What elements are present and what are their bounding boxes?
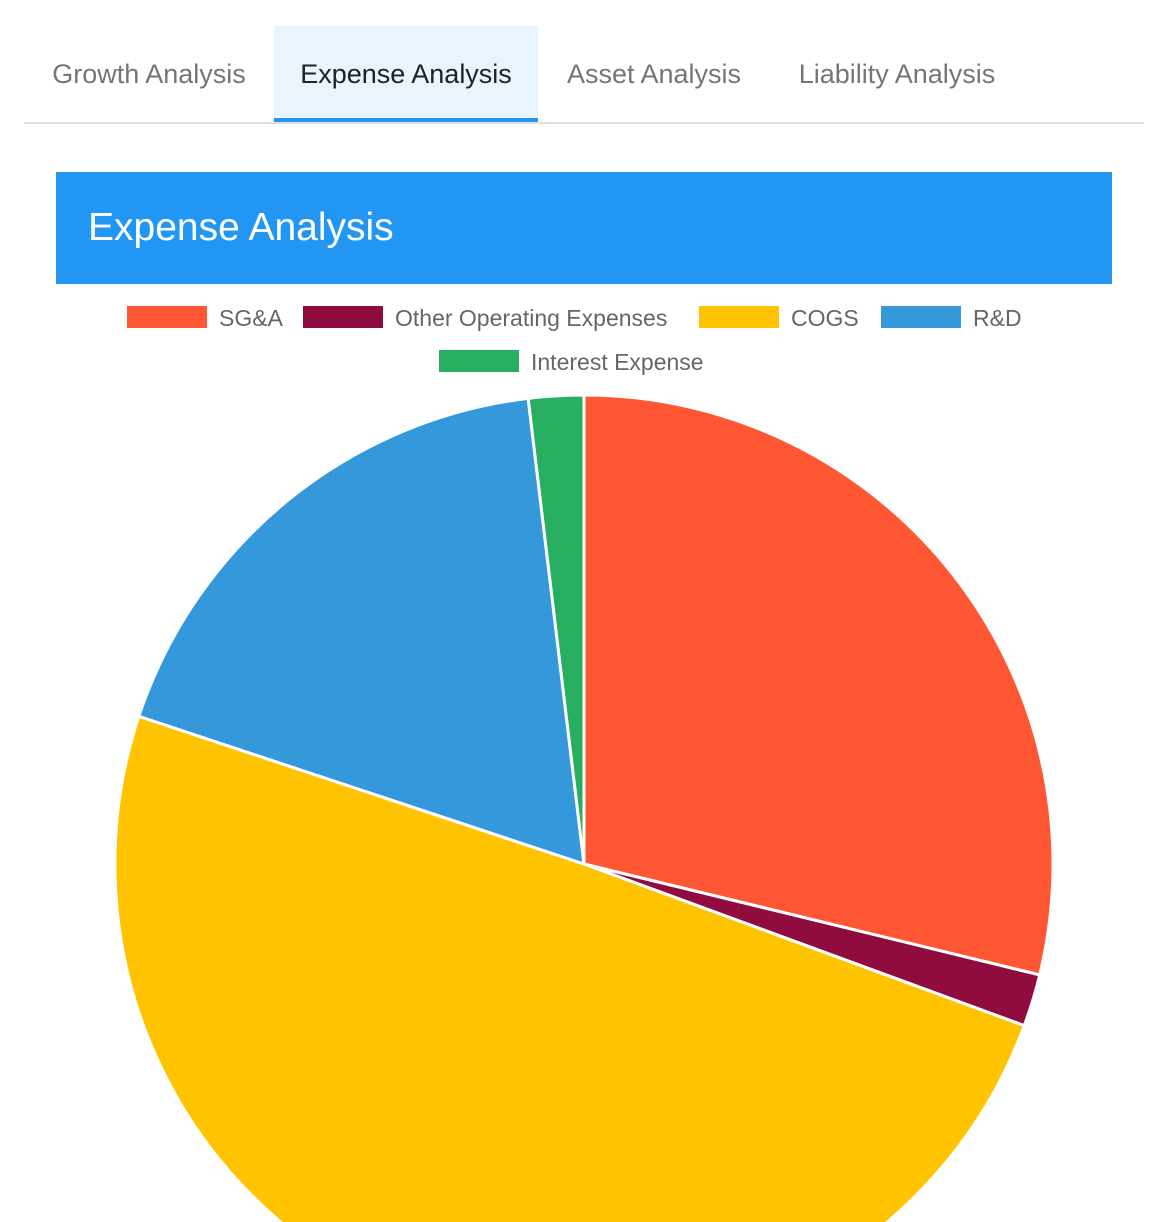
pie-slice-rd[interactable]	[137, 396, 586, 866]
tab-growth-analysis[interactable]: Growth Analysis	[52, 59, 246, 89]
legend-label-sga: SG&A	[219, 305, 283, 331]
tab-asset-analysis[interactable]: Asset Analysis	[566, 59, 742, 89]
pie-slice-interest-expense[interactable]	[526, 393, 586, 866]
panel-header: Expense Analysis	[56, 172, 1112, 284]
legend-swatch-sga	[127, 306, 207, 328]
tab-expense-analysis[interactable]: Expense Analysis	[274, 26, 538, 122]
tab-bar: Growth Analysis Expense Analysis Asset A…	[24, 26, 1144, 124]
pie-slice-sga[interactable]	[582, 393, 1055, 977]
legend-label-interest-expense: Interest Expense	[531, 349, 704, 375]
tab-liability-analysis[interactable]: Liability Analysis	[798, 59, 996, 89]
legend-swatch-cogs	[699, 306, 779, 328]
panel-title: Expense Analysis	[88, 206, 394, 249]
chart-legend: SG&A Other Operating Expenses COGS R&D I…	[0, 296, 1172, 386]
legend-swatch-interest-expense	[439, 350, 519, 372]
legend-label-cogs: COGS	[791, 305, 859, 331]
legend-swatch-other-operating-expenses	[303, 306, 383, 328]
legend-swatch-rd	[881, 306, 961, 328]
pie-slice-cogs[interactable]	[113, 714, 1026, 1222]
legend-label-rd: R&D	[973, 305, 1022, 331]
legend-label-other-operating-expenses: Other Operating Expenses	[395, 305, 668, 331]
